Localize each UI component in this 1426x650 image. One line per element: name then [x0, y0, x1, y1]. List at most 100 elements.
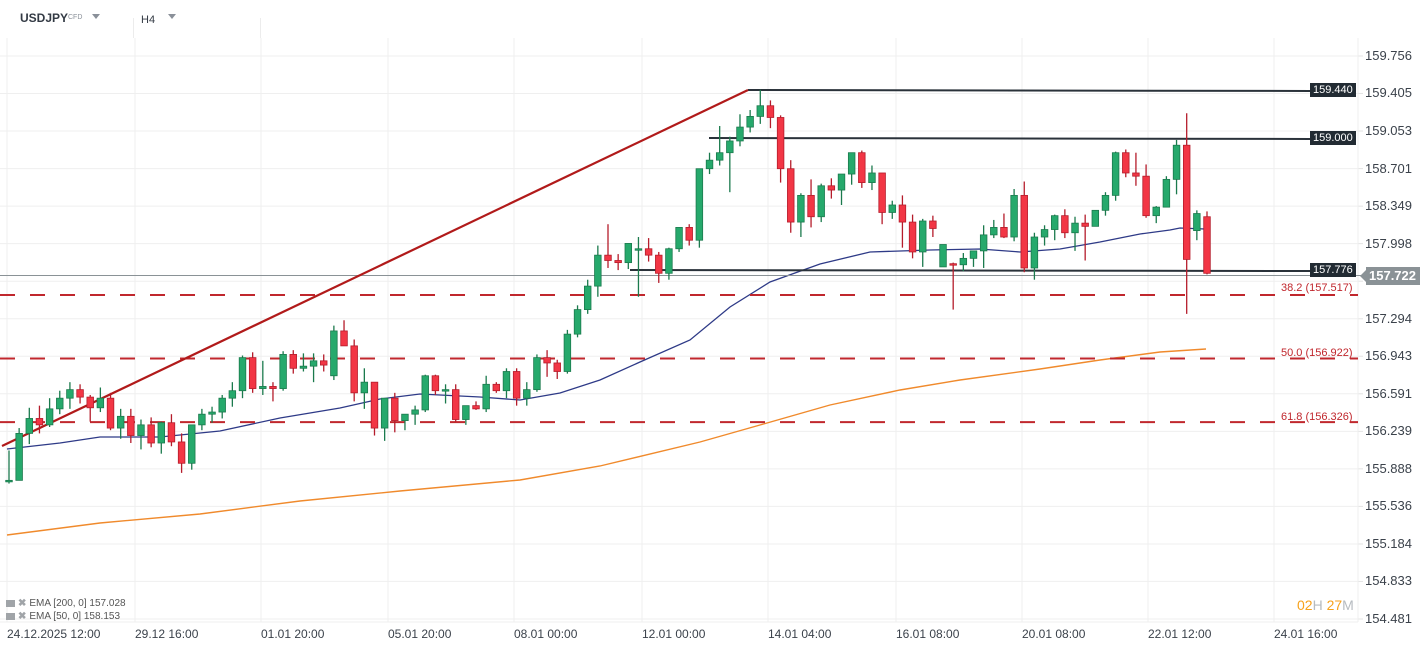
- symbol-dropdown-chevron-icon[interactable]: [92, 14, 100, 19]
- chart-header: USDJPY CFD H4: [0, 0, 1426, 38]
- candle-body: [543, 357, 551, 364]
- candle-body: [431, 375, 440, 392]
- candle-body: [238, 357, 247, 392]
- ema50-label: EMA [50, 0] 158.153: [29, 611, 121, 622]
- candle-body: [1142, 175, 1150, 217]
- candle-body: [147, 424, 155, 444]
- candle-body: [45, 408, 54, 426]
- candle-body: [1132, 172, 1140, 177]
- time-tick-label: 05.01 20:00: [388, 627, 452, 641]
- candle-body: [56, 397, 64, 410]
- candle-body: [360, 381, 369, 394]
- candle-body: [705, 159, 714, 170]
- candle-body: [614, 260, 622, 264]
- candle-body: [309, 360, 318, 367]
- candle-body: [675, 227, 683, 250]
- candle-body: [370, 381, 379, 429]
- candle-body: [452, 389, 460, 420]
- instrument-type-badge: CFD: [68, 14, 83, 21]
- candle-body: [1172, 144, 1181, 180]
- level-tag-high: 159.440: [1310, 83, 1356, 97]
- candle-body: [350, 345, 358, 394]
- price-tick-label: 159.405: [1365, 85, 1412, 101]
- candle-body: [188, 424, 196, 464]
- candle-body: [299, 365, 308, 369]
- candle-body: [1030, 236, 1039, 269]
- candle-body: [472, 405, 480, 410]
- timer-minutes: 27: [1326, 597, 1343, 613]
- candle-body: [96, 397, 105, 409]
- candle-body: [320, 360, 328, 366]
- candle-body: [959, 257, 968, 266]
- candle-body: [289, 354, 297, 369]
- indicator-settings-icon[interactable]: [6, 612, 15, 620]
- candle-body: [990, 227, 998, 236]
- candle-body: [695, 168, 704, 241]
- candle-body: [330, 330, 338, 377]
- candle-body: [888, 204, 896, 213]
- candle-body: [776, 117, 785, 170]
- time-tick-label: 14.01 04:00: [768, 627, 832, 641]
- ema200-label: EMA [200, 0] 157.028: [29, 598, 126, 609]
- candle-body: [340, 330, 348, 347]
- candle-body: [441, 389, 450, 392]
- symbol-selector[interactable]: USDJPY: [20, 11, 69, 25]
- candle-body: [401, 413, 409, 421]
- candle-body: [25, 418, 34, 434]
- price-tick-label: 155.184: [1365, 535, 1412, 551]
- candle-body: [1152, 206, 1160, 217]
- candle-body: [594, 254, 602, 287]
- price-tick-label: 159.756: [1365, 48, 1412, 63]
- candle-body: [736, 126, 744, 142]
- candle-body: [127, 415, 135, 436]
- timeframe-dropdown-chevron-icon[interactable]: [168, 14, 176, 19]
- candle-body: [1071, 222, 1079, 234]
- candle-body: [908, 221, 917, 253]
- candle-body: [756, 105, 764, 117]
- time-tick-label: 29.12 16:00: [135, 627, 199, 641]
- candle-body: [482, 383, 490, 410]
- price-tick-label: 155.536: [1365, 498, 1412, 514]
- candle-body: [208, 411, 216, 415]
- candle-body: [847, 152, 856, 175]
- price-tick-label: 158.349: [1365, 198, 1412, 214]
- indicator-settings-icon[interactable]: [6, 599, 15, 607]
- candle-body: [1081, 222, 1089, 227]
- candle-body: [512, 371, 521, 399]
- candle-body: [604, 254, 612, 261]
- candle-body: [837, 173, 846, 191]
- candle-body: [939, 244, 947, 268]
- timeframe-selector[interactable]: H4: [141, 14, 156, 26]
- candle-body: [1101, 194, 1110, 211]
- legend-ema200: ✖ EMA [200, 0] 157.028: [6, 598, 126, 609]
- trend-line: [1, 89, 749, 447]
- timer-hours: 02: [1297, 597, 1313, 613]
- candle-countdown-timer: 02H 27M: [1297, 597, 1354, 613]
- header-divider: [133, 18, 134, 38]
- remove-indicator-icon[interactable]: ✖: [18, 611, 27, 622]
- remove-indicator-icon[interactable]: ✖: [18, 598, 27, 609]
- candle-body: [634, 248, 643, 251]
- candle-body: [797, 194, 805, 223]
- candle-body: [979, 234, 988, 252]
- candle-body: [198, 413, 206, 426]
- candle-body: [583, 285, 592, 310]
- candle-body: [5, 479, 13, 483]
- candle-body: [949, 263, 957, 266]
- ema50-line: [6, 227, 1206, 450]
- price-tick-label: 156.591: [1365, 385, 1412, 401]
- price-tick-label: 156.239: [1365, 423, 1412, 439]
- timer-minutes-unit: M: [1342, 597, 1354, 613]
- price-tick-label: 154.833: [1365, 573, 1412, 589]
- level-line-high: [747, 89, 1311, 92]
- candle-body: [858, 152, 866, 183]
- candle-body: [106, 397, 115, 429]
- candle-body: [898, 204, 907, 223]
- legend-ema50: ✖ EMA [50, 0] 158.153: [6, 611, 120, 622]
- candle-body: [411, 409, 419, 415]
- price-tick-label: 157.998: [1365, 235, 1412, 251]
- candle-body: [553, 362, 561, 372]
- time-tick-label: 20.01 08:00: [1022, 627, 1086, 641]
- candle-body: [1000, 227, 1008, 238]
